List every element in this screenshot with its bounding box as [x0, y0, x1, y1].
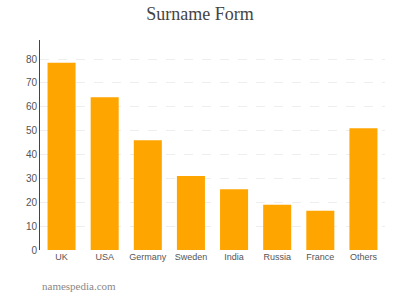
- svg-text:UK: UK: [55, 252, 68, 262]
- svg-text:France: France: [306, 252, 334, 262]
- svg-text:Germany: Germany: [129, 252, 167, 262]
- svg-text:Sweden: Sweden: [175, 252, 208, 262]
- svg-text:70: 70: [26, 77, 38, 88]
- svg-text:0: 0: [31, 245, 37, 256]
- svg-text:20: 20: [26, 197, 38, 208]
- svg-text:USA: USA: [95, 252, 114, 262]
- svg-text:Others: Others: [350, 252, 378, 262]
- svg-text:60: 60: [26, 101, 38, 112]
- svg-text:30: 30: [26, 173, 38, 184]
- svg-text:namespedia.com: namespedia.com: [42, 280, 116, 292]
- svg-text:40: 40: [26, 149, 38, 160]
- svg-text:10: 10: [26, 221, 38, 232]
- svg-text:India: India: [224, 252, 244, 262]
- svg-text:80: 80: [26, 54, 38, 65]
- svg-text:Surname Form: Surname Form: [146, 4, 254, 24]
- svg-text:50: 50: [26, 125, 38, 136]
- svg-text:Russia: Russia: [263, 252, 291, 262]
